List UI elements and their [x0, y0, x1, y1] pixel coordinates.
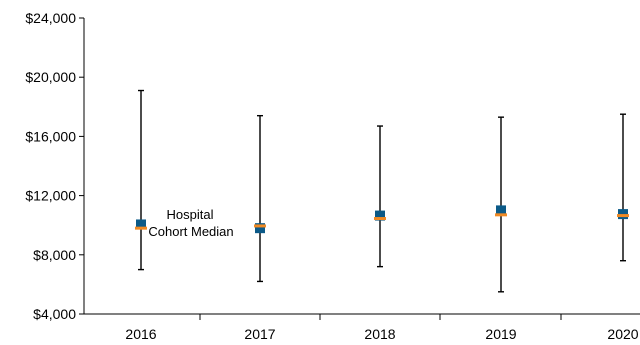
chart-axes [83, 18, 640, 315]
x-tick-label: 2016 [125, 326, 156, 342]
annotation-cohort-median: Cohort Median [148, 224, 233, 239]
x-tick-label: 2017 [244, 326, 275, 342]
cohort-median-marker [617, 214, 629, 218]
hospital-marker [375, 210, 385, 221]
cohort-median-marker [495, 213, 507, 217]
hospital-marker [136, 219, 146, 230]
chart-markers [135, 205, 629, 234]
annotation-hospital: Hospital [167, 207, 214, 222]
cohort-median-marker [135, 226, 147, 230]
y-tick-label: $12,000 [25, 188, 76, 204]
cohort-median-marker [374, 217, 386, 221]
y-tick-label: $16,000 [25, 128, 76, 144]
chart-error-bars [138, 89, 626, 293]
cohort-median-marker [254, 224, 266, 228]
y-tick-label: $24,000 [25, 10, 76, 26]
hospital-marker [496, 205, 506, 216]
hospital-marker [255, 223, 265, 234]
x-tick-label: 2019 [485, 326, 516, 342]
x-tick-label: 2020 [607, 326, 638, 342]
chart-annotations: Hospital Cohort Median [148, 207, 233, 239]
y-tick-label: $8,000 [33, 247, 76, 263]
y-tick-label: $20,000 [25, 69, 76, 85]
x-tick-label: 2018 [364, 326, 395, 342]
chart-ticks: $4,000 $8,000 $12,000 $16,000 $20,000 $24,000… [25, 10, 638, 342]
y-tick-label: $4,000 [33, 306, 76, 322]
